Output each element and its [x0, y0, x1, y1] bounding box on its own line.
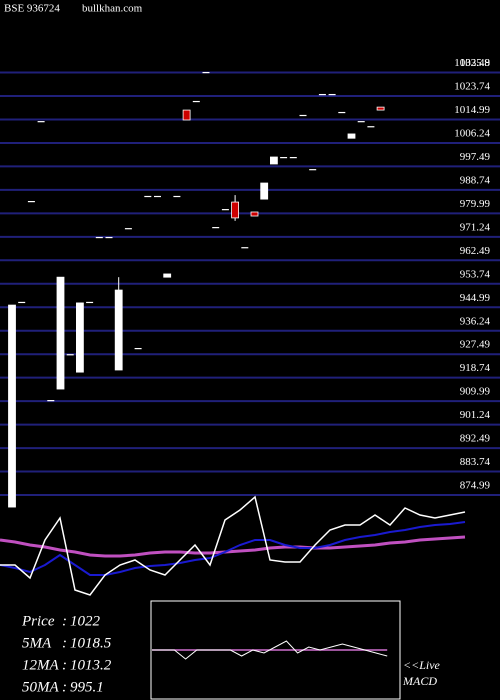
y-tick-label: 892.49: [460, 433, 491, 445]
candle-body: [173, 195, 181, 198]
indicator-line: [0, 495, 466, 596]
candle-body: [105, 236, 113, 239]
stat-sep: :: [62, 613, 67, 629]
macd-frame: [150, 600, 401, 700]
stat-label: 5MA: [22, 635, 52, 651]
candle-body: [260, 182, 269, 200]
candle-body: [114, 289, 123, 371]
y-tick-label: 901.24: [460, 409, 491, 421]
candle-body: [241, 247, 249, 249]
stat-value: 995.1: [70, 679, 104, 695]
candle-body: [192, 100, 200, 103]
candle-body: [269, 156, 278, 165]
candle-body: [8, 304, 16, 508]
candle-body: [86, 301, 94, 304]
candle-body: [124, 228, 132, 230]
candle-body: [367, 126, 375, 128]
candle-body: [250, 211, 259, 217]
candle-body: [182, 109, 191, 121]
candle-body: [357, 121, 365, 123]
y-tick-label: 944.99: [460, 292, 491, 304]
candle-body: [163, 273, 172, 278]
candle-body: [299, 114, 307, 117]
candle-body: [76, 302, 84, 373]
stat-value: 1013.2: [70, 657, 112, 673]
y-tick-label: 1014.99: [454, 104, 490, 116]
chart-title: BSE 936724: [4, 3, 60, 15]
y-tick-label: 971.24: [460, 221, 491, 233]
candle-body: [66, 354, 74, 356]
chart-subtitle: bullkhan.com: [82, 3, 143, 15]
stat-sep: :: [62, 657, 67, 673]
y-tick-label: 1032.49: [454, 57, 490, 69]
candle-body: [376, 106, 385, 111]
candle-body: [202, 71, 210, 74]
y-tick-label: 936.24: [460, 315, 491, 327]
y-tick-label: 988.74: [460, 174, 491, 186]
candle-body: [328, 93, 336, 96]
candle-body: [221, 209, 229, 211]
candle-body: [27, 201, 35, 203]
candle-body: [280, 157, 288, 159]
candle-body: [318, 93, 326, 96]
stat-sep: :: [62, 679, 67, 695]
candle-body: [154, 195, 161, 198]
y-tick-label: 997.49: [460, 151, 491, 163]
candle-body: [95, 236, 103, 239]
y-tick-label: 874.99: [460, 480, 491, 492]
y-tick-label: 918.74: [460, 362, 491, 374]
y-tick-label: 1023.74: [454, 81, 490, 93]
y-tick-label: 883.74: [460, 456, 491, 468]
high-label: 1035.8: [460, 57, 491, 69]
candle-body: [18, 301, 26, 304]
candle-body: [212, 227, 220, 229]
y-tick-label: 979.99: [460, 198, 491, 210]
stat-value: 1018.5: [70, 635, 112, 651]
stat-label: 12MA: [22, 657, 59, 673]
y-tick-label: 962.49: [460, 245, 491, 257]
candle-body: [309, 169, 317, 171]
candle-body: [56, 276, 65, 390]
stat-sep: :: [62, 635, 67, 651]
y-tick-label: 927.49: [460, 339, 491, 351]
candle-body: [47, 400, 55, 402]
candle-body: [347, 133, 356, 139]
stat-label: 50MA: [22, 679, 59, 695]
stat-label: Price: [21, 613, 55, 629]
indicator-line: [0, 521, 466, 576]
candle-body: [144, 195, 152, 198]
indicator-line: [0, 535, 466, 558]
stat-value: 1022: [70, 613, 101, 629]
y-tick-label: 1006.24: [454, 127, 490, 139]
candle-body: [231, 201, 240, 219]
y-tick-label: 909.99: [460, 386, 491, 398]
macd-label: <<Live: [403, 658, 441, 672]
candle-body: [37, 121, 45, 123]
macd-title: MACD: [402, 674, 437, 688]
indicator-line: [152, 640, 388, 660]
candle-body: [134, 347, 142, 350]
candle-body: [338, 111, 346, 114]
y-tick-label: 953.74: [460, 268, 491, 280]
candle-body: [289, 157, 297, 159]
